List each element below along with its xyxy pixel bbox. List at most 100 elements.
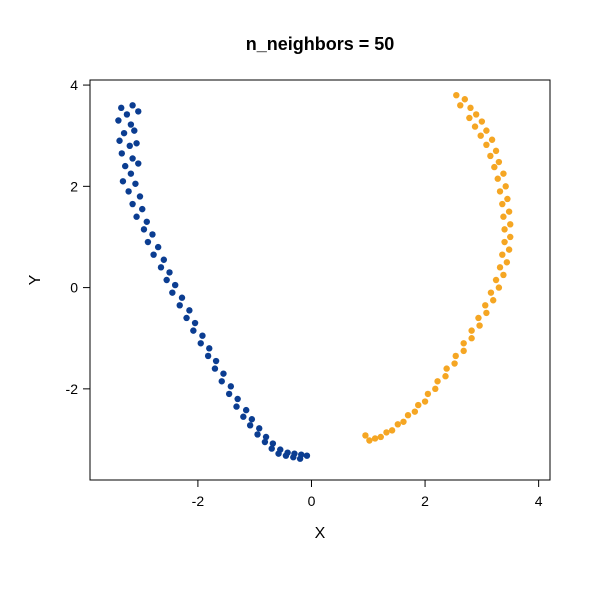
data-point-cluster-right <box>475 315 481 321</box>
data-point-cluster-left <box>120 178 126 184</box>
data-point-cluster-left <box>125 188 131 194</box>
data-point-cluster-left <box>198 340 204 346</box>
data-point-cluster-left <box>275 450 281 456</box>
data-point-cluster-right <box>500 272 506 278</box>
data-point-cluster-right <box>490 297 496 303</box>
data-point-cluster-right <box>504 196 510 202</box>
data-point-cluster-right <box>405 412 411 418</box>
data-point-cluster-left <box>127 143 133 149</box>
data-point-cluster-right <box>493 148 499 154</box>
data-point-cluster-right <box>383 429 389 435</box>
data-point-cluster-left <box>262 439 268 445</box>
data-point-cluster-right <box>422 398 428 404</box>
data-point-cluster-left <box>131 127 137 133</box>
data-point-cluster-left <box>124 111 130 117</box>
data-point-cluster-left <box>249 416 255 422</box>
data-point-cluster-right <box>478 132 484 138</box>
data-point-cluster-right <box>507 234 513 240</box>
data-point-cluster-left <box>133 214 139 220</box>
data-point-cluster-right <box>501 239 507 245</box>
data-point-cluster-left <box>269 445 275 451</box>
data-point-cluster-right <box>362 432 368 438</box>
data-point-cluster-right <box>415 402 421 408</box>
data-point-cluster-right <box>495 176 501 182</box>
data-point-cluster-left <box>172 282 178 288</box>
data-point-cluster-left <box>219 378 225 384</box>
data-point-cluster-left <box>254 431 260 437</box>
data-point-cluster-left <box>247 422 253 428</box>
chart-title: n_neighbors = 50 <box>246 34 395 54</box>
y-tick-label: 2 <box>70 178 78 194</box>
data-point-cluster-right <box>372 435 378 441</box>
data-point-cluster-right <box>482 302 488 308</box>
data-point-cluster-left <box>121 130 127 136</box>
data-point-cluster-right <box>496 284 502 290</box>
data-point-cluster-left <box>118 105 124 111</box>
data-point-cluster-left <box>220 370 226 376</box>
data-point-cluster-left <box>304 452 310 458</box>
data-point-cluster-right <box>460 340 466 346</box>
data-point-cluster-left <box>122 163 128 169</box>
data-point-cluster-right <box>500 214 506 220</box>
data-point-cluster-right <box>493 277 499 283</box>
data-point-cluster-right <box>501 226 507 232</box>
data-point-cluster-left <box>256 425 262 431</box>
data-point-cluster-right <box>453 353 459 359</box>
data-point-cluster-right <box>451 360 457 366</box>
data-point-cluster-left <box>141 226 147 232</box>
data-point-cluster-left <box>233 403 239 409</box>
data-point-cluster-right <box>472 123 478 129</box>
data-point-cluster-left <box>133 140 139 146</box>
data-point-cluster-left <box>129 102 135 108</box>
data-point-cluster-right <box>473 111 479 117</box>
data-point-cluster-left <box>213 358 219 364</box>
data-point-cluster-right <box>500 170 506 176</box>
x-tick-label: 0 <box>308 493 316 509</box>
data-point-cluster-left <box>177 302 183 308</box>
data-point-cluster-left <box>145 239 151 245</box>
data-point-cluster-right <box>366 437 372 443</box>
data-point-cluster-right <box>506 208 512 214</box>
data-point-cluster-right <box>468 335 474 341</box>
data-point-cluster-left <box>158 264 164 270</box>
data-point-cluster-right <box>489 137 495 143</box>
chart-canvas: n_neighbors = 50-2024-2024XY <box>0 0 599 601</box>
data-point-cluster-left <box>226 391 232 397</box>
data-point-cluster-left <box>163 277 169 283</box>
data-point-cluster-left <box>183 315 189 321</box>
data-point-cluster-right <box>395 421 401 427</box>
x-axis-label: X <box>315 525 326 542</box>
data-point-cluster-right <box>491 164 497 170</box>
data-point-cluster-left <box>234 396 240 402</box>
data-point-cluster-left <box>243 407 249 413</box>
x-tick-label: 4 <box>535 493 543 509</box>
data-point-cluster-right <box>507 221 513 227</box>
data-point-cluster-right <box>389 427 395 433</box>
data-point-cluster-left <box>128 121 134 127</box>
data-point-cluster-left <box>297 456 303 462</box>
data-point-cluster-left <box>116 138 122 144</box>
data-point-cluster-left <box>192 320 198 326</box>
data-point-cluster-right <box>497 188 503 194</box>
data-point-cluster-right <box>457 102 463 108</box>
data-point-cluster-left <box>228 383 234 389</box>
data-point-cluster-left <box>212 365 218 371</box>
data-point-cluster-left <box>166 269 172 275</box>
data-point-cluster-right <box>479 118 485 124</box>
data-point-cluster-left <box>186 307 192 313</box>
y-tick-label: 0 <box>70 280 78 296</box>
data-point-cluster-right <box>460 348 466 354</box>
data-point-cluster-right <box>488 289 494 295</box>
data-point-cluster-left <box>205 353 211 359</box>
data-point-cluster-right <box>462 96 468 102</box>
data-point-cluster-right <box>425 391 431 397</box>
data-point-cluster-left <box>290 454 296 460</box>
data-point-cluster-right <box>453 92 459 98</box>
data-point-cluster-left <box>139 206 145 212</box>
data-point-cluster-left <box>190 327 196 333</box>
y-tick-label: -2 <box>66 381 79 397</box>
data-point-cluster-right <box>466 115 472 121</box>
data-point-cluster-left <box>240 414 246 420</box>
y-axis-label: Y <box>27 274 44 285</box>
data-point-cluster-right <box>504 259 510 265</box>
